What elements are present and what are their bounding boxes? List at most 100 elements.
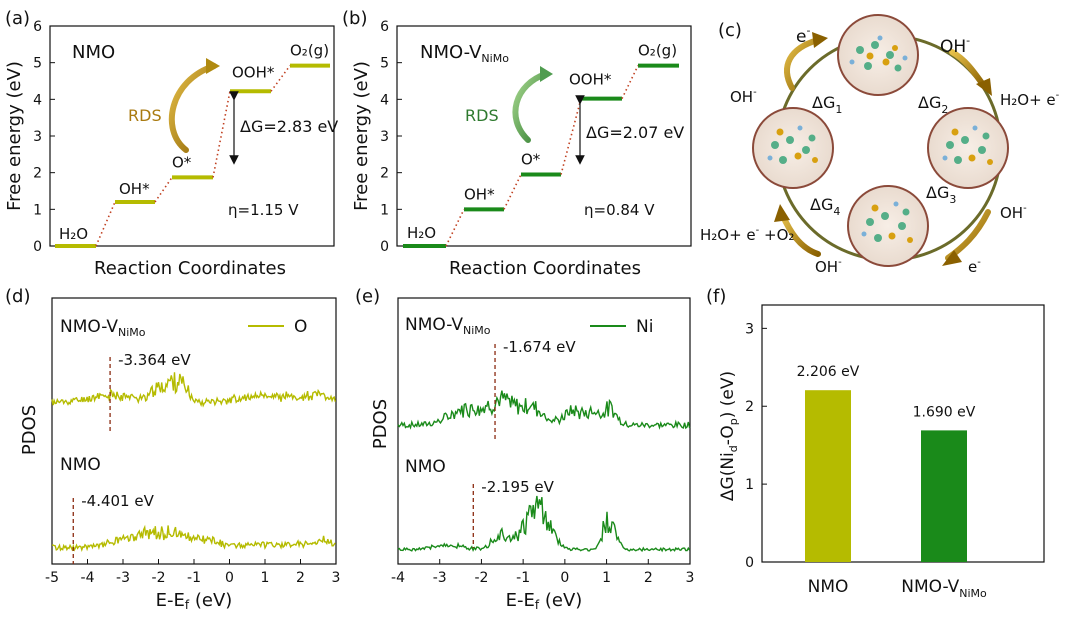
panel-a-ytick-label: 5 (33, 56, 42, 72)
panel-a-xlabel: Reaction Coordinates (94, 258, 286, 279)
panel-f-bars: 2.206 eV 1.690 eV (797, 364, 976, 562)
panel-d-series1-name: NMO-VNiMo (60, 317, 146, 339)
cycle-arrow-topleft (784, 37, 821, 91)
panel-e-ylabel: PDOS (370, 399, 391, 449)
panel-f-ytick-label: 1 (745, 477, 754, 493)
panel-d-xtick-label: 0 (225, 570, 234, 586)
panel-d-xtick-label: -1 (187, 570, 201, 586)
panel-e-xtick-label: -1 (516, 570, 530, 586)
panel-a-rds-arrowhead (206, 58, 220, 74)
panel-d-curves: -3.364 eV -4.401 eV (51, 351, 336, 564)
panel-a-ytick-label: 6 (33, 19, 42, 35)
panel-e-axes (397, 297, 691, 565)
panel-d-legend-text: O (294, 317, 307, 337)
panel-b-y-ticks: 0 1 2 3 4 5 6 (380, 19, 402, 255)
panel-f-ytick-label: 3 (745, 321, 754, 337)
panel-d-curve-1 (51, 372, 336, 408)
cycle-arrow-topright (949, 49, 987, 89)
panel-f-category-2: NMO-VNiMo (901, 577, 987, 600)
cycle-hydroxide-bottom: OH- (815, 257, 842, 276)
panel-a-connector (95, 201, 116, 247)
panel-e-xtick-label: 2 (644, 570, 653, 586)
panel-e-series2-name: NMO (405, 457, 446, 477)
panel-b-ytick-label: 0 (380, 239, 389, 255)
cycle-dg3: ΔG3 (926, 183, 956, 206)
panel-e-xtick-label: -4 (391, 570, 405, 586)
panel-f: (f) 0 1 2 3 ΔG(Nid-Op) (eV) 2.206 eV 1.690 e… (706, 286, 1045, 600)
panel-e-series1-name: NMO-VNiMo (405, 315, 491, 337)
panel-e-xtick-label: -2 (474, 570, 488, 586)
panel-a-ytick-label: 0 (33, 239, 42, 255)
panel-b-energy-levels: H₂O OH* O* OOH* O₂(g) (403, 42, 679, 248)
panel-f-bar-1 (805, 390, 851, 562)
panel-b-label-O: O* (521, 151, 541, 169)
cycle-arrow-bottomleft-head (774, 204, 790, 222)
panel-e-xtick-label: 3 (686, 570, 695, 586)
panel-e-curves: -1.674 eV -2.195 eV (397, 338, 691, 553)
panel-e-dband-label-1: -1.674 eV (503, 338, 576, 356)
cycle-dg1: ΔG1 (812, 93, 842, 116)
panel-d-xtick-label: 2 (296, 570, 305, 586)
cycle-dg2: ΔG2 (918, 93, 948, 116)
panel-b-label-H2O: H₂O (407, 224, 436, 242)
catalyst-sphere-left (752, 107, 834, 189)
panel-d: (d) -5 -4 -3 -2 -1 0 1 2 3 PDOS E-Ef (eV) NMO-VN… (5, 286, 340, 612)
panel-a-connector (154, 176, 173, 203)
cycle-arrow-topright-head (976, 78, 992, 96)
panel-d-axes (51, 297, 337, 565)
panel-b-rds-arrowhead (540, 66, 553, 82)
panel-b-ytick-label: 5 (380, 56, 389, 72)
panel-b-label-OOH: OOH* (569, 71, 612, 89)
panel-a-label-O: O* (172, 153, 192, 171)
panel-b-deltag: ΔG=2.07 eV (586, 123, 684, 142)
panel-b-ylabel: Free energy (eV) (351, 61, 372, 211)
panel-b-label-O2: O₂(g) (638, 42, 677, 60)
panel-d-dband-label-1: -3.364 eV (118, 351, 191, 369)
panel-a: (a) 0 1 2 3 4 5 6 Free energy (eV) Reaction Co… (4, 8, 338, 279)
cycle-electron-bottomright: e- (968, 257, 981, 276)
cycle-arrow-topleft-head (812, 32, 828, 48)
panel-d-xlabel: E-Ef (eV) (156, 590, 233, 612)
panel-a-connector (270, 65, 291, 92)
panel-f-ytick-label: 2 (745, 399, 754, 415)
panel-b-rds-arrow (512, 71, 549, 143)
panel-b-title: NMO-VNiMo (420, 42, 509, 65)
cycle-dg4: ΔG4 (810, 195, 840, 218)
panel-b-xlabel: Reaction Coordinates (449, 258, 641, 279)
panel-a-label-OOH: OOH* (232, 63, 275, 81)
panel-b-ytick-label: 3 (380, 129, 389, 145)
catalyst-sphere-bottom (847, 185, 929, 267)
panel-d-xtick-label: -5 (45, 570, 59, 586)
panel-d-curve-2 (51, 524, 336, 553)
panel-e-x-ticks: -4 -3 -2 -1 0 1 2 3 (391, 559, 694, 586)
panel-e-xtick-label: 0 (560, 570, 569, 586)
panel-d-xtick-label: -4 (81, 570, 95, 586)
panel-b-label: (b) (342, 8, 367, 29)
panel-f-label: (f) (706, 286, 726, 307)
panel-a-y-ticks: 0 1 2 3 4 5 6 (33, 19, 55, 255)
panel-b-eta: η=0.84 V (584, 201, 655, 219)
cycle-water-electron-right: H₂O+ e- (1000, 90, 1060, 109)
panel-a-rds-label: RDS (128, 106, 162, 125)
panel-a-label-H2O: H₂O (59, 225, 88, 243)
panel-b-connector (445, 208, 465, 247)
panel-a-rds-arrow (168, 63, 217, 153)
cycle-arrow-bottomright-head (942, 250, 962, 266)
panel-a-title: NMO (72, 42, 115, 63)
panel-f-ylabel: ΔG(Nid-Op) (eV) (718, 371, 740, 501)
panel-d-x-ticks: -5 -4 -3 -2 -1 0 1 2 3 (45, 559, 340, 586)
cycle-electron-topleft: e- (796, 24, 810, 47)
panel-a-deltag: ΔG=2.83 eV (240, 117, 338, 136)
panel-b-ytick-label: 4 (380, 92, 389, 108)
panel-c-label: (c) (718, 20, 742, 41)
panel-a-label-OH: OH* (119, 180, 150, 198)
panel-f-axes (761, 304, 1045, 563)
panel-e-xtick-label: 1 (602, 570, 611, 586)
panel-a-ytick-label: 2 (33, 166, 42, 182)
panel-a-eta: η=1.15 V (228, 201, 299, 219)
panel-f-value-label-2: 1.690 eV (913, 404, 976, 420)
panel-a-connector (212, 91, 231, 178)
panel-a-ytick-label: 1 (33, 202, 42, 218)
catalyst-sphere-top (837, 14, 919, 96)
